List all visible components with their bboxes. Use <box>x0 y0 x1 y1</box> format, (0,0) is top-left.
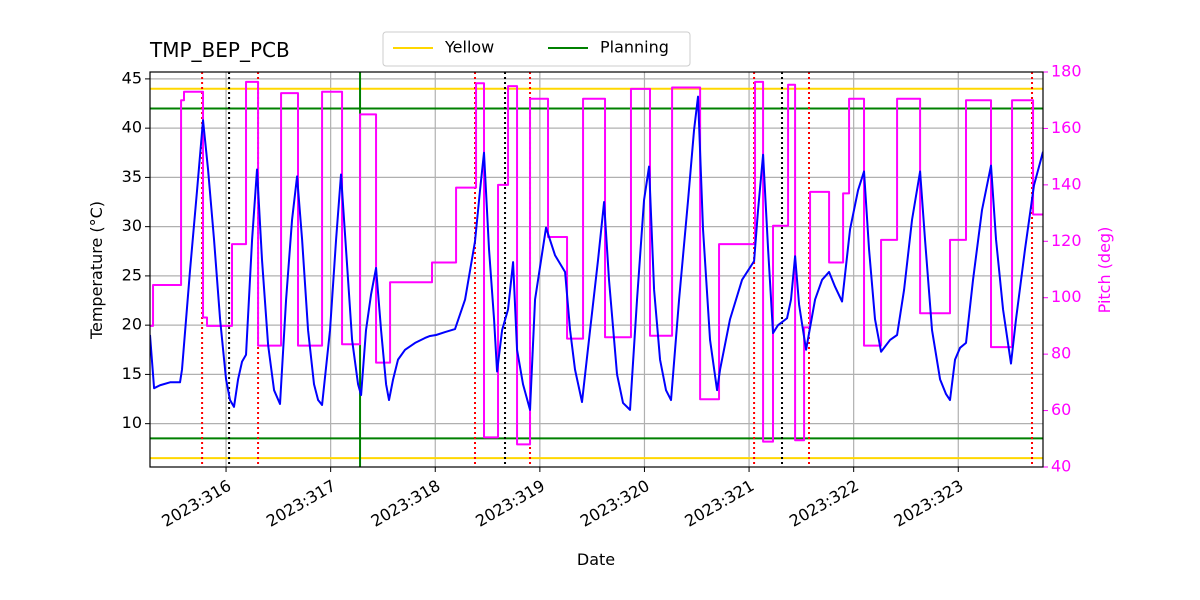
chart-title: TMP_BEP_PCB <box>149 38 290 62</box>
legend-label: Planning <box>600 38 669 57</box>
y-tick-label: 45 <box>122 68 142 87</box>
y-tick-label: 30 <box>122 216 142 235</box>
plot-area <box>150 72 1043 467</box>
y-tick-label: 10 <box>122 413 142 432</box>
data-line <box>150 95 1043 411</box>
y2-tick-label: 120 <box>1051 231 1082 250</box>
y-axis-label: Temperature (°C) <box>87 201 106 340</box>
y-tick-label: 15 <box>122 364 142 383</box>
data-line <box>150 80 1043 446</box>
y2-tick-label: 160 <box>1051 118 1082 137</box>
y2-tick-label: 60 <box>1051 400 1071 419</box>
y-tick-label: 25 <box>122 265 142 284</box>
y2-tick-label: 140 <box>1051 174 1082 193</box>
legend-label: Yellow <box>444 38 494 57</box>
y2-axis-label: Pitch (deg) <box>1095 227 1114 314</box>
plot-frame <box>149 71 1044 468</box>
y2-tick-label: 40 <box>1051 457 1071 476</box>
y-tick-label: 40 <box>122 118 142 137</box>
x-axis-label: Date <box>577 550 615 569</box>
y2-tick-label: 80 <box>1051 344 1071 363</box>
y2-tick-label: 100 <box>1051 287 1082 306</box>
grid <box>150 72 1043 467</box>
legend: Yellow Planning <box>382 31 691 67</box>
y-tick-label: 20 <box>122 315 142 334</box>
y2-tick-label: 180 <box>1051 62 1082 81</box>
legend-box <box>382 31 691 67</box>
y-tick-label: 35 <box>122 167 142 186</box>
